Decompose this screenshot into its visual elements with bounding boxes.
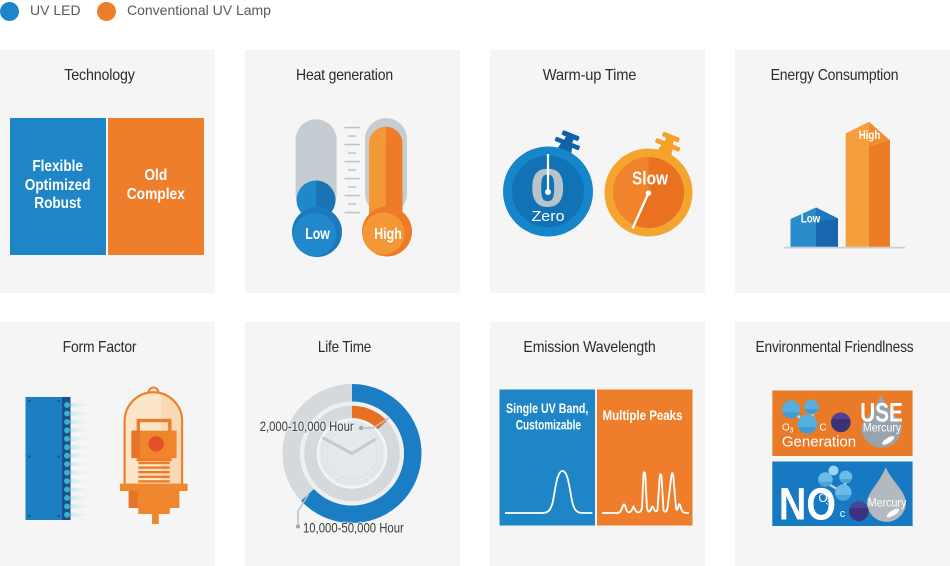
svg-text:Zero: Zero bbox=[532, 208, 565, 225]
svg-text:Customizable: Customizable bbox=[516, 418, 582, 433]
svg-text:3: 3 bbox=[826, 498, 831, 507]
svg-text:High: High bbox=[374, 226, 402, 243]
svg-text:Single UV Band,: Single UV Band, bbox=[506, 401, 588, 416]
svg-text:Generation: Generation bbox=[782, 434, 856, 451]
svg-text:c: c bbox=[840, 508, 846, 520]
svg-text:O: O bbox=[819, 493, 828, 505]
svg-text:Slow: Slow bbox=[632, 169, 669, 189]
svg-text:O: O bbox=[782, 423, 790, 434]
svg-text:Mercury: Mercury bbox=[868, 496, 907, 510]
svg-text:Mercury: Mercury bbox=[863, 423, 902, 435]
svg-text:Low: Low bbox=[801, 214, 821, 226]
svg-text:High: High bbox=[859, 130, 881, 142]
svg-text:2,000-10,000 Hour: 2,000-10,000 Hour bbox=[260, 418, 354, 434]
svg-text:3: 3 bbox=[790, 428, 794, 435]
svg-text:C: C bbox=[819, 423, 826, 434]
svg-text:10,000-50,000 Hour: 10,000-50,000 Hour bbox=[303, 520, 404, 536]
svg-text:NO: NO bbox=[779, 479, 836, 530]
svg-text:USE: USE bbox=[860, 398, 903, 428]
svg-text:Multiple Peaks: Multiple Peaks bbox=[603, 407, 683, 423]
svg-text:Low: Low bbox=[305, 226, 330, 243]
